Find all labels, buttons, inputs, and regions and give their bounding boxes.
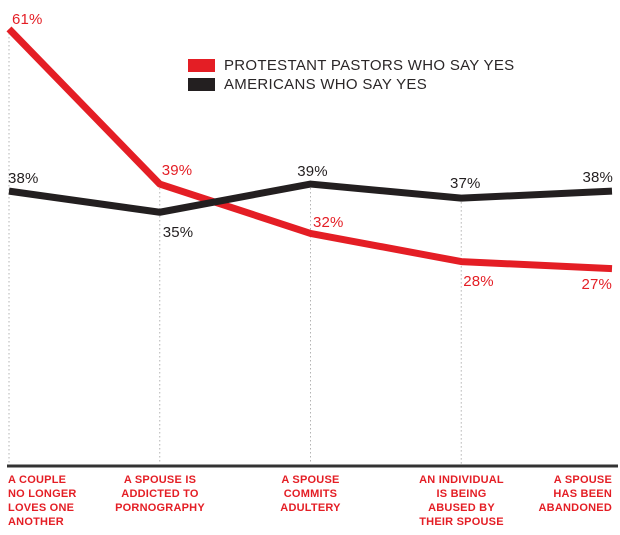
x-axis-label-pornography: A SPOUSE IS ADDICTED TO PORNOGRAPHY	[115, 474, 205, 514]
x-axis-label-loves: A COUPLE NO LONGER LOVES ONE ANOTHER	[8, 474, 77, 528]
legend: PROTESTANT PASTORS WHO SAY YES AMERICANS…	[188, 57, 515, 97]
value-label: 32%	[313, 214, 343, 231]
x-axis-label-adultery: A SPOUSE COMMITS ADULTERY	[280, 474, 341, 514]
legend-label-americans: AMERICANS WHO SAY YES	[224, 76, 428, 93]
value-label: 61%	[12, 11, 42, 28]
value-label: 35%	[163, 224, 193, 241]
legend-swatch-americans	[188, 78, 215, 91]
value-label: 27%	[582, 276, 612, 293]
series-line-1	[8, 180, 613, 216]
value-label: 38%	[583, 169, 613, 186]
legend-item-pastors: PROTESTANT PASTORS WHO SAY YES	[188, 57, 515, 74]
series-line-0	[6, 26, 613, 273]
value-label: 39%	[162, 162, 192, 179]
value-label: 37%	[450, 175, 480, 192]
value-label: 39%	[297, 163, 327, 180]
x-axis-label-abandoned: A SPOUSE HAS BEEN ABANDONED	[538, 474, 612, 514]
value-label: 38%	[8, 170, 38, 187]
legend-item-americans: AMERICANS WHO SAY YES	[188, 76, 514, 93]
value-label: 28%	[463, 273, 493, 290]
legend-label-pastors: PROTESTANT PASTORS WHO SAY YES	[224, 57, 515, 74]
x-axis-label-abuse: AN INDIVIDUAL IS BEING ABUSED BY THEIR S…	[419, 474, 504, 528]
legend-swatch-pastors	[188, 59, 215, 72]
